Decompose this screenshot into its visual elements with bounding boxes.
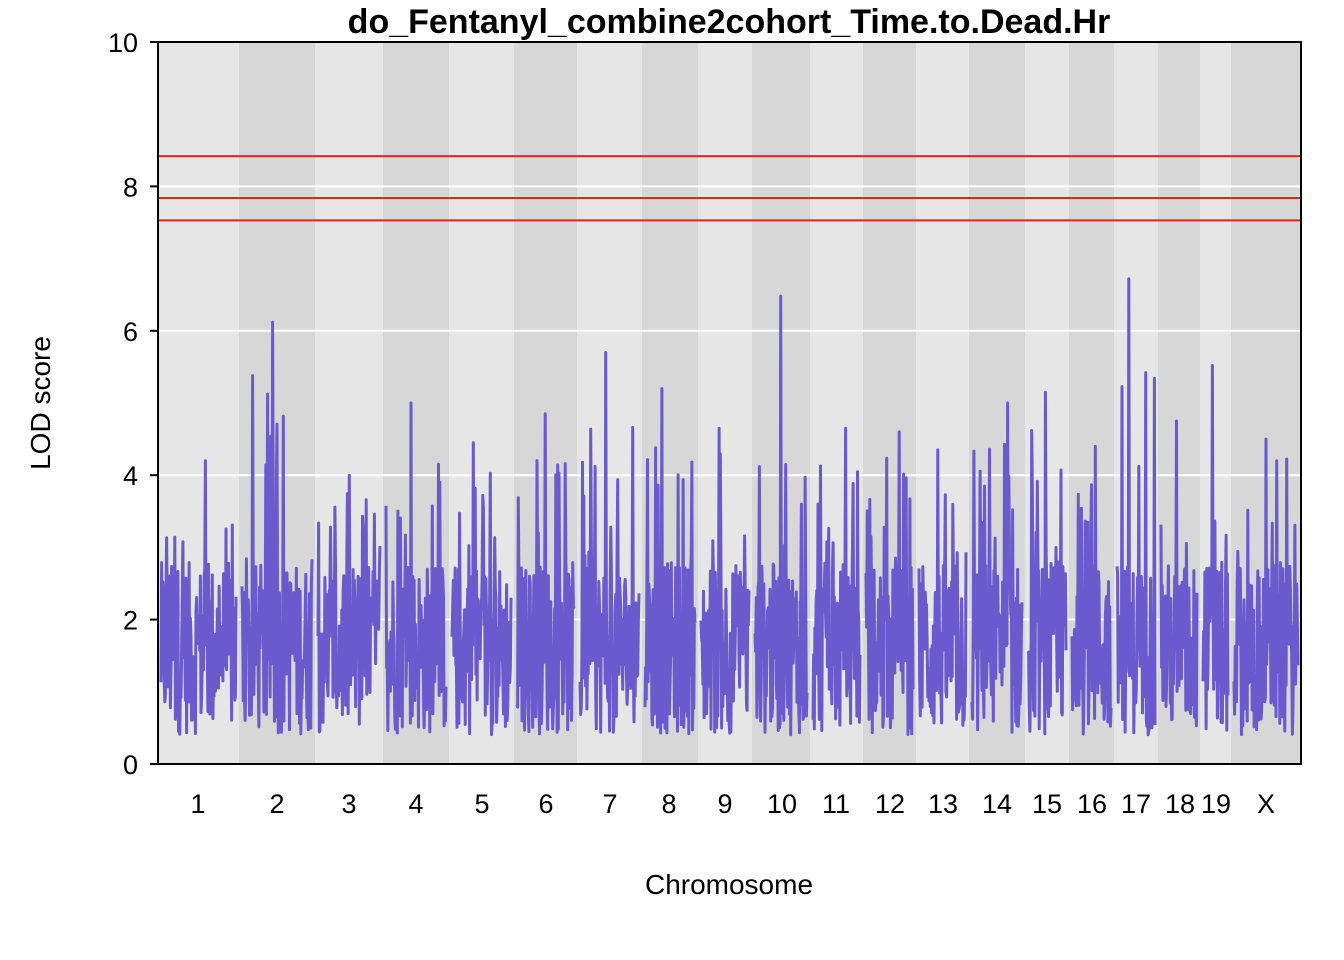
lod-trace-chr-5 [450,441,513,737]
y-axis-label: LOD score [25,336,56,470]
lod-trace-chr-19 [1201,364,1230,732]
x-tick-label: 8 [661,789,676,819]
x-tick-label: 7 [602,789,617,819]
lod-trace-chr-6 [515,412,576,736]
x-tick-label: 2 [269,789,284,819]
lod-trace-chr-1 [159,459,238,736]
lod-trace-chr-10 [753,294,809,737]
x-tick-label: X [1257,789,1275,819]
lod-trace-chr-8 [643,387,697,736]
lod-trace-chr-14 [970,401,1024,734]
plot-frame [157,41,1302,765]
x-tick-label: 6 [538,789,553,819]
y-tick-label: 0 [123,750,138,780]
lod-trace-chr-X [1232,437,1300,737]
x-tick-label: 4 [408,789,423,819]
y-tick-label: 10 [108,28,138,58]
lod-trace-chr-16 [1070,444,1113,736]
x-axis-label: Chromosome [645,869,813,900]
x-tick-label: 15 [1032,789,1062,819]
x-tick-label: 13 [928,789,958,819]
lod-trace-chr-4 [384,401,448,735]
lod-trace-chr-11 [811,426,862,732]
x-tick-label: 5 [474,789,489,819]
lod-trace-chr-9 [699,426,751,735]
x-tick-label: 3 [341,789,356,819]
x-tick-label: 17 [1121,789,1151,819]
threshold-lines [158,155,1301,222]
x-tick-label: 16 [1077,789,1107,819]
lod-trace-chr-18 [1159,419,1199,728]
lod-trace-chr-3 [316,473,382,734]
lod-trace-chr-2 [240,320,314,736]
y-tick-label: 2 [123,606,138,636]
x-tick-label: 9 [717,789,732,819]
x-tick-label: 14 [982,789,1012,819]
x-tick-label: 1 [190,789,205,819]
lod-trace-chr-15 [1026,390,1068,736]
x-tick-label: 18 [1165,789,1195,819]
lod-trace-chr-12 [864,430,915,736]
y-tick-label: 6 [123,317,138,347]
x-axis: 1 2 3 4 5 6 7 8 9 10 11 12 13 14 15 16 17 18 19 X [190,789,1275,819]
y-axis: 0 2 4 6 8 10 [108,28,158,780]
x-tick-label: 12 [875,789,905,819]
lod-trace-chr-13 [917,448,968,727]
lod-series [159,277,1300,737]
x-tick-label: 10 [767,789,797,819]
y-tick-label: 8 [123,172,138,202]
x-tick-label: 11 [822,789,850,819]
lod-trace-chr-17 [1115,277,1157,737]
y-tick-label: 4 [123,461,138,491]
chart-title: do_Fentanyl_combine2cohort_Time.to.Dead.… [348,3,1111,41]
x-tick-label: 19 [1201,789,1231,819]
lod-trace-chr-7 [578,351,641,734]
